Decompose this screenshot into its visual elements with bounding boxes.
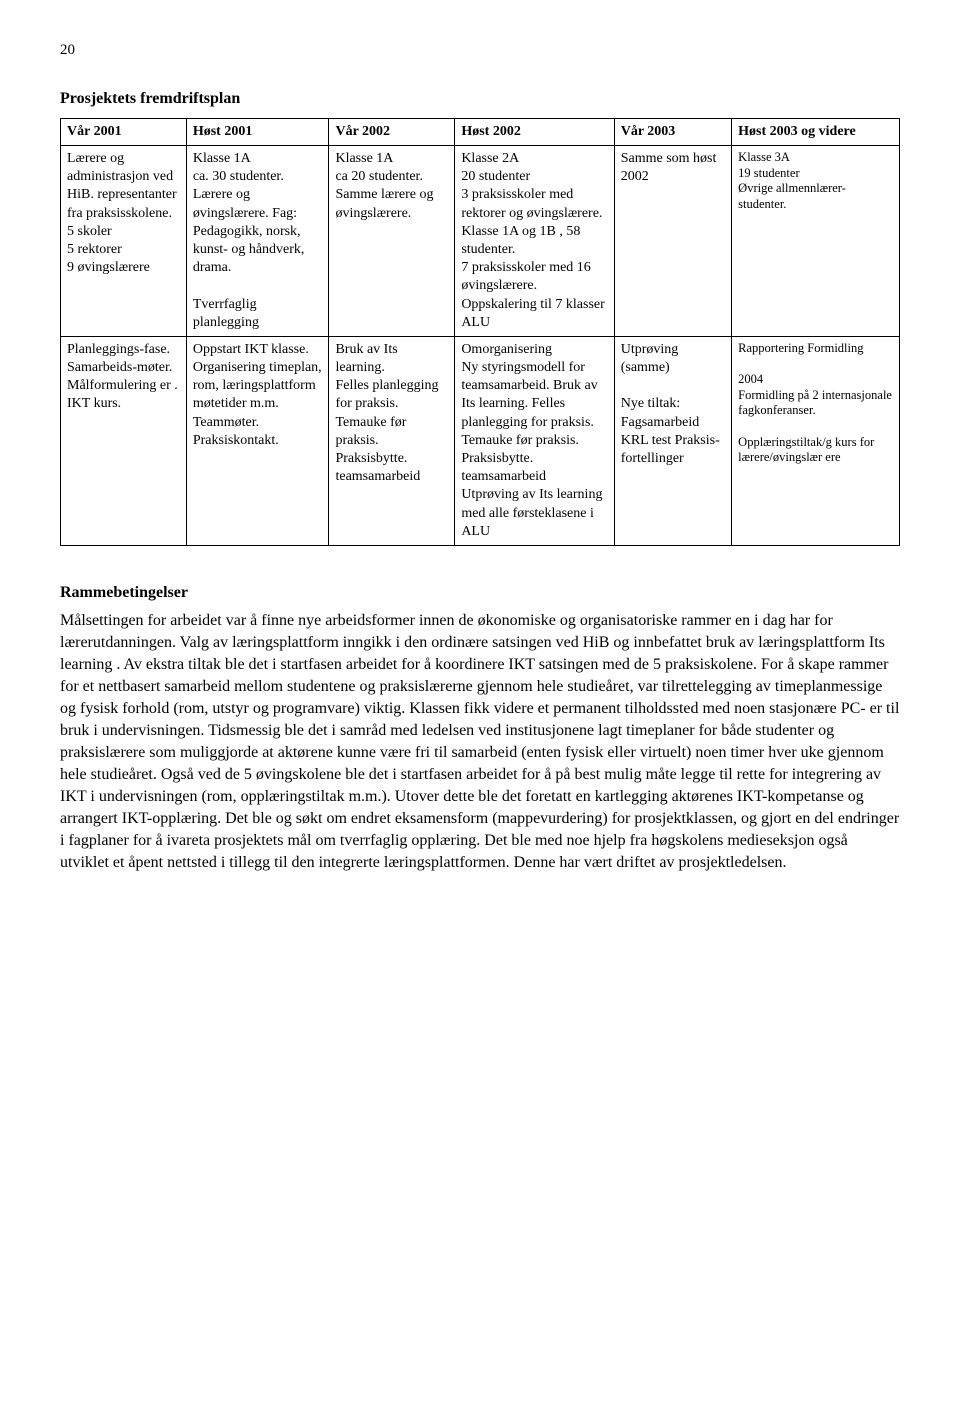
col-header: Høst 2001 bbox=[186, 118, 329, 145]
body-paragraph: Målsettingen for arbeidet var å finne ny… bbox=[60, 610, 900, 875]
sub-heading: Rammebetingelser bbox=[60, 582, 900, 604]
table-cell: Klasse 1Aca 20 studenter. Samme lærere o… bbox=[329, 146, 455, 337]
table-cell: Planleggings-fase. Samarbeids-møter. Mål… bbox=[61, 336, 187, 545]
table-cell: Rapportering Formidling2004Formidling på… bbox=[732, 336, 900, 545]
section-title: Prosjektets fremdriftsplan bbox=[60, 88, 900, 110]
col-header: Vår 2003 bbox=[614, 118, 731, 145]
table-cell: Klasse 1Aca. 30 studenter. Lærere og øvi… bbox=[186, 146, 329, 337]
page-number: 20 bbox=[60, 40, 900, 60]
table-cell: Bruk av Its learning.Felles planlegging … bbox=[329, 336, 455, 545]
table-cell: Lærere og administrasjon ved HiB. repres… bbox=[61, 146, 187, 337]
table-cell: Klasse 3A19 studenterØvrige allmennlærer… bbox=[732, 146, 900, 337]
col-header: Høst 2003 og videre bbox=[732, 118, 900, 145]
col-header: Høst 2002 bbox=[455, 118, 614, 145]
table-header-row: Vår 2001 Høst 2001 Vår 2002 Høst 2002 Vå… bbox=[61, 118, 900, 145]
col-header: Vår 2002 bbox=[329, 118, 455, 145]
table-cell: Utprøving (samme)Nye tiltak: Fagsamarbei… bbox=[614, 336, 731, 545]
progress-table: Vår 2001 Høst 2001 Vår 2002 Høst 2002 Vå… bbox=[60, 118, 900, 546]
col-header: Vår 2001 bbox=[61, 118, 187, 145]
table-cell: Oppstart IKT klasse. Organisering timepl… bbox=[186, 336, 329, 545]
table-cell: OmorganiseringNy styringsmodell for team… bbox=[455, 336, 614, 545]
table-cell: Samme som høst 2002 bbox=[614, 146, 731, 337]
table-row: Lærere og administrasjon ved HiB. repres… bbox=[61, 146, 900, 337]
table-row: Planleggings-fase. Samarbeids-møter. Mål… bbox=[61, 336, 900, 545]
table-cell: Klasse 2A20 studenter3 praksisskoler med… bbox=[455, 146, 614, 337]
